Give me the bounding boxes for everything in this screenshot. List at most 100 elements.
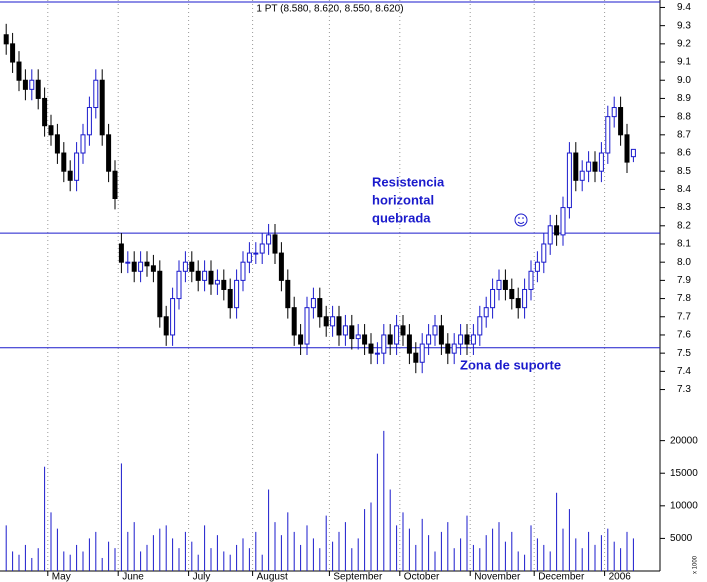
y-tick-label: 7.8 bbox=[677, 293, 691, 304]
candle-body bbox=[432, 325, 438, 336]
y-tick-label: 7.6 bbox=[677, 330, 691, 341]
y2-tick-label: 15000 bbox=[670, 468, 698, 479]
x-tick-label: 2006 bbox=[609, 572, 632, 582]
y-tick-label: 8.2 bbox=[677, 220, 691, 231]
x-tick-label: June bbox=[122, 572, 144, 582]
candle-body bbox=[451, 343, 457, 354]
candle-body bbox=[106, 134, 112, 172]
candle-body bbox=[624, 134, 630, 163]
x-tick-label: July bbox=[193, 572, 211, 582]
annotation: Resistencia bbox=[372, 174, 445, 189]
candle-body bbox=[381, 334, 387, 354]
candle-body bbox=[618, 107, 624, 136]
candle-body bbox=[74, 152, 80, 181]
smiley-eye bbox=[518, 217, 520, 219]
y-tick-label: 8.8 bbox=[677, 111, 691, 122]
x-tick-label: September bbox=[333, 572, 383, 582]
candle-body bbox=[323, 316, 329, 327]
candle-body bbox=[560, 207, 566, 236]
x-tick-label: October bbox=[404, 572, 440, 582]
y-tick-label: 8.4 bbox=[677, 184, 691, 195]
candle-body bbox=[138, 261, 144, 272]
candle-body bbox=[336, 316, 342, 336]
candle-body bbox=[394, 325, 400, 345]
candle-body bbox=[99, 79, 105, 136]
candle-body bbox=[342, 325, 348, 336]
candle-body bbox=[298, 334, 304, 345]
y-tick-label: 7.3 bbox=[677, 384, 691, 395]
y-tick-label: 9.0 bbox=[677, 75, 691, 86]
candle-body bbox=[362, 334, 368, 345]
smiley-eye bbox=[522, 217, 524, 219]
candle-body bbox=[317, 298, 323, 318]
y-tick-label: 8.3 bbox=[677, 202, 691, 213]
candle-body bbox=[438, 325, 444, 345]
candle-body bbox=[3, 34, 9, 45]
candle-body bbox=[586, 161, 592, 172]
chart-title: 1 PT (8.580, 8.620, 8.550, 8.620) bbox=[256, 4, 403, 15]
x-tick-label: November bbox=[474, 572, 521, 582]
candle-body bbox=[42, 97, 48, 127]
candle-body bbox=[291, 307, 297, 336]
candle-body bbox=[93, 79, 99, 109]
candle-body bbox=[630, 148, 636, 158]
y2-tick-label: 10000 bbox=[670, 500, 698, 511]
candle-body bbox=[413, 352, 419, 363]
candle-body bbox=[253, 252, 259, 255]
candle-body bbox=[163, 316, 169, 336]
candle-body bbox=[221, 279, 227, 290]
candle-body bbox=[349, 325, 355, 340]
y-tick-label: 9.3 bbox=[677, 20, 691, 31]
y-tick-label: 8.7 bbox=[677, 129, 691, 140]
candle-body bbox=[80, 134, 86, 154]
candle-body bbox=[477, 316, 483, 336]
candle-body bbox=[490, 288, 496, 309]
candle-body bbox=[35, 79, 41, 99]
y-tick-label: 8.0 bbox=[677, 257, 691, 268]
candle-body bbox=[240, 261, 246, 281]
candle-body bbox=[272, 234, 278, 254]
candle-body bbox=[22, 79, 28, 90]
y-tick-label: 7.7 bbox=[677, 311, 691, 322]
candle-body bbox=[48, 125, 54, 136]
annotation: Zona de suporte bbox=[460, 357, 561, 372]
y-tick-label: 8.9 bbox=[677, 93, 691, 104]
candle-body bbox=[234, 279, 240, 309]
candle-body bbox=[29, 79, 35, 90]
candle-body bbox=[150, 265, 156, 272]
candle-body bbox=[464, 334, 470, 345]
candle-body bbox=[534, 261, 540, 272]
x-tick-label: August bbox=[257, 572, 288, 582]
candle-body bbox=[445, 343, 451, 354]
candle-body bbox=[144, 261, 150, 267]
candle-body bbox=[502, 279, 508, 290]
volume-unit: x 1000 bbox=[693, 555, 699, 574]
candle-body bbox=[598, 152, 604, 172]
smiley bbox=[514, 213, 528, 227]
candle-body bbox=[355, 334, 361, 340]
annotation: horizontal bbox=[372, 192, 434, 207]
y-tick-label: 7.9 bbox=[677, 275, 691, 286]
candle-body bbox=[182, 261, 188, 272]
y-tick-label: 7.4 bbox=[677, 366, 691, 377]
candle-body bbox=[246, 252, 252, 263]
candle-body bbox=[86, 107, 92, 136]
candle-body bbox=[483, 307, 489, 318]
candle-body bbox=[419, 343, 425, 363]
candle-body bbox=[515, 298, 521, 309]
y2-tick-label: 20000 bbox=[670, 435, 698, 446]
candle-body bbox=[112, 170, 118, 199]
candle-body bbox=[541, 243, 547, 263]
candle-body bbox=[387, 334, 393, 345]
x-tick-label: May bbox=[52, 572, 71, 582]
candle-body bbox=[266, 234, 272, 245]
candle-body bbox=[547, 225, 553, 245]
candle-body bbox=[157, 270, 163, 318]
candle-body bbox=[458, 334, 464, 345]
candle-body bbox=[566, 152, 572, 209]
y2-tick-label: 5000 bbox=[670, 533, 693, 544]
candle-body bbox=[259, 243, 265, 254]
candle-body bbox=[118, 243, 124, 263]
candle-body bbox=[579, 170, 585, 181]
